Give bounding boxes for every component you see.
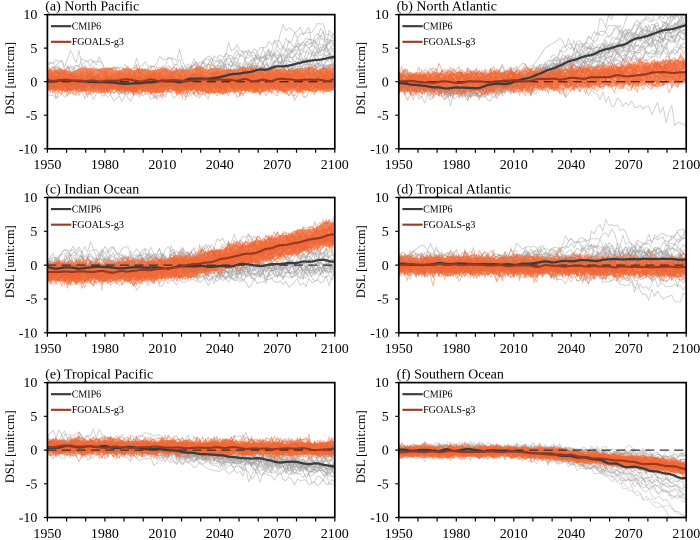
svg-text:2100: 2100 [321, 527, 349, 540]
svg-text:2010: 2010 [500, 158, 528, 173]
svg-text:-5: -5 [26, 293, 38, 308]
svg-text:(c) Indian Ocean: (c) Indian Ocean [45, 183, 139, 198]
svg-text:-10: -10 [370, 511, 389, 526]
svg-text:2100: 2100 [672, 527, 700, 540]
svg-text:2010: 2010 [500, 527, 528, 540]
svg-text:FGOALS-g3: FGOALS-g3 [72, 405, 124, 416]
svg-text:10: 10 [375, 8, 389, 23]
svg-text:DSL [unit:cm]: DSL [unit:cm] [354, 225, 368, 298]
svg-text:DSL [unit:cm]: DSL [unit:cm] [3, 225, 17, 298]
svg-text:2070: 2070 [263, 158, 291, 173]
svg-text:2010: 2010 [148, 527, 176, 540]
svg-text:FGOALS-g3: FGOALS-g3 [423, 220, 475, 231]
svg-text:-5: -5 [26, 477, 38, 492]
svg-text:CMIP6: CMIP6 [423, 22, 452, 33]
svg-text:-10: -10 [19, 326, 38, 341]
svg-text:2070: 2070 [615, 342, 643, 357]
svg-text:2040: 2040 [206, 158, 234, 173]
svg-text:5: 5 [382, 225, 389, 240]
svg-text:1950: 1950 [33, 527, 61, 540]
svg-text:10: 10 [375, 191, 389, 206]
svg-text:1980: 1980 [91, 527, 119, 540]
svg-text:DSL [unit:cm]: DSL [unit:cm] [3, 410, 17, 483]
svg-text:2070: 2070 [615, 527, 643, 540]
svg-text:0: 0 [382, 259, 389, 274]
svg-text:10: 10 [23, 191, 37, 206]
svg-text:2010: 2010 [500, 342, 528, 357]
svg-text:-5: -5 [377, 477, 389, 492]
svg-text:CMIP6: CMIP6 [72, 204, 101, 215]
svg-text:CMIP6: CMIP6 [423, 204, 452, 215]
svg-text:(b) North Atlantic: (b) North Atlantic [397, 0, 497, 15]
svg-text:CMIP6: CMIP6 [72, 390, 101, 401]
svg-text:2070: 2070 [263, 527, 291, 540]
svg-text:(a) North Pacific: (a) North Pacific [45, 0, 139, 15]
svg-text:5: 5 [30, 42, 37, 57]
svg-text:2040: 2040 [557, 158, 585, 173]
svg-text:-5: -5 [377, 293, 389, 308]
svg-text:1950: 1950 [385, 342, 413, 357]
svg-text:2100: 2100 [672, 342, 700, 357]
svg-text:5: 5 [30, 225, 37, 240]
svg-text:1950: 1950 [385, 158, 413, 173]
svg-text:1980: 1980 [91, 158, 119, 173]
svg-text:-10: -10 [370, 326, 389, 341]
svg-text:2010: 2010 [148, 342, 176, 357]
svg-text:-10: -10 [370, 142, 389, 157]
svg-text:0: 0 [382, 75, 389, 90]
svg-text:FGOALS-g3: FGOALS-g3 [72, 220, 124, 231]
svg-text:1980: 1980 [442, 527, 470, 540]
svg-text:0: 0 [382, 444, 389, 459]
svg-text:(e) Tropical Pacific: (e) Tropical Pacific [45, 368, 153, 383]
svg-text:0: 0 [30, 259, 37, 274]
svg-text:1950: 1950 [385, 527, 413, 540]
svg-text:FGOALS-g3: FGOALS-g3 [423, 37, 475, 48]
svg-text:2070: 2070 [615, 158, 643, 173]
svg-text:-10: -10 [19, 511, 38, 526]
svg-text:2040: 2040 [557, 527, 585, 540]
svg-text:2010: 2010 [148, 158, 176, 173]
svg-text:10: 10 [375, 376, 389, 391]
svg-text:2040: 2040 [557, 342, 585, 357]
svg-text:1950: 1950 [33, 158, 61, 173]
svg-text:CMIP6: CMIP6 [72, 22, 101, 33]
svg-text:0: 0 [30, 75, 37, 90]
svg-text:FGOALS-g3: FGOALS-g3 [423, 405, 475, 416]
svg-text:2040: 2040 [206, 527, 234, 540]
svg-text:CMIP6: CMIP6 [423, 390, 452, 401]
svg-text:FGOALS-g3: FGOALS-g3 [72, 37, 124, 48]
svg-text:-5: -5 [26, 109, 38, 124]
svg-text:0: 0 [30, 444, 37, 459]
svg-text:1980: 1980 [442, 158, 470, 173]
svg-text:2040: 2040 [206, 342, 234, 357]
svg-text:2070: 2070 [263, 342, 291, 357]
svg-text:10: 10 [23, 8, 37, 23]
svg-text:5: 5 [30, 410, 37, 425]
svg-text:(d) Tropical Atlantic: (d) Tropical Atlantic [397, 183, 511, 198]
svg-text:5: 5 [382, 42, 389, 57]
svg-text:-5: -5 [377, 109, 389, 124]
svg-text:1980: 1980 [442, 342, 470, 357]
svg-text:1980: 1980 [91, 342, 119, 357]
svg-text:DSL [unit:cm]: DSL [unit:cm] [354, 410, 368, 483]
svg-text:DSL [unit:cm]: DSL [unit:cm] [354, 42, 368, 115]
svg-text:2100: 2100 [672, 158, 700, 173]
svg-text:DSL [unit:cm]: DSL [unit:cm] [3, 42, 17, 115]
svg-text:2100: 2100 [321, 158, 349, 173]
svg-text:1950: 1950 [33, 342, 61, 357]
svg-text:-10: -10 [19, 142, 38, 157]
svg-text:2100: 2100 [321, 342, 349, 357]
svg-text:10: 10 [23, 376, 37, 391]
svg-text:(f) Southern Ocean: (f) Southern Ocean [397, 368, 504, 383]
svg-text:5: 5 [382, 410, 389, 425]
